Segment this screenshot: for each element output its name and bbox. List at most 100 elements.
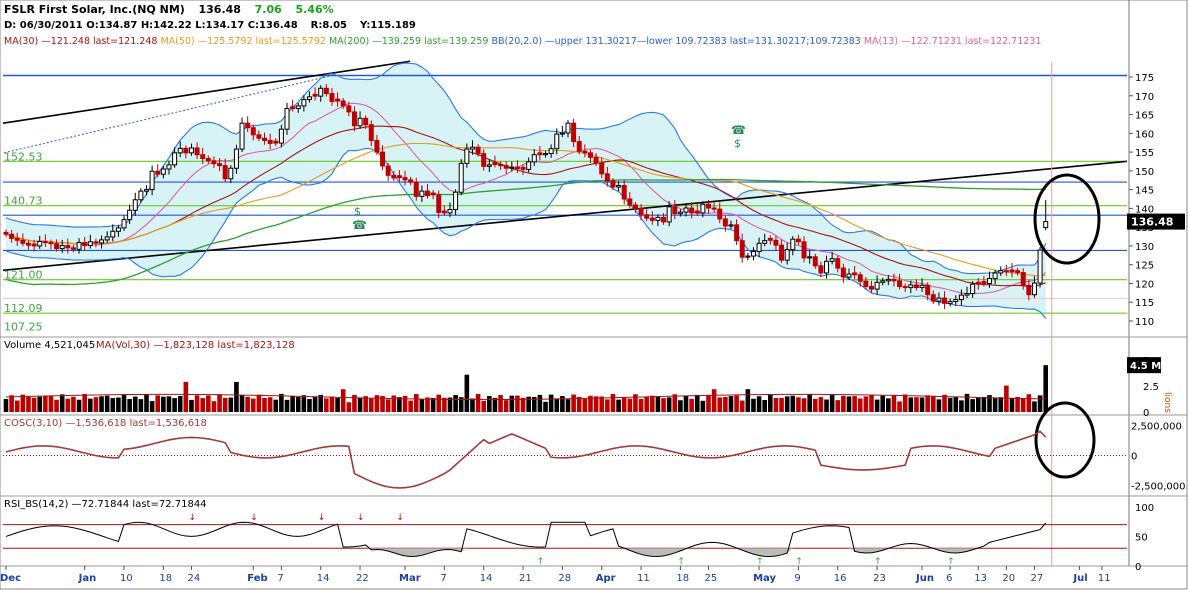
- legend-ma50: MA(50) —125.5792 last=125.5792: [160, 36, 326, 47]
- price-axis-label: 160: [1135, 129, 1154, 140]
- candle-body: [430, 192, 436, 196]
- candle-body: [194, 147, 200, 156]
- candle-body: [1015, 270, 1021, 274]
- volume-bar: [520, 397, 526, 412]
- candle-body: [868, 285, 874, 290]
- candle-body: [610, 180, 616, 188]
- candle-body: [3, 231, 9, 235]
- candle-body: [65, 245, 71, 249]
- volume-bar: [655, 396, 661, 412]
- price-change-percent: 5.46%: [295, 3, 334, 16]
- volume-bar: [863, 396, 869, 412]
- volume-bar: [312, 396, 318, 412]
- candle-body: [812, 256, 818, 267]
- volume-bar: [610, 394, 616, 412]
- volume-bar: [661, 398, 666, 412]
- volume-bar: [650, 395, 655, 412]
- volume-bar: [498, 394, 503, 412]
- volume-bar: [745, 389, 751, 412]
- rsi-buy-arrow: ↑: [677, 557, 685, 567]
- candle-body: [37, 240, 43, 247]
- volume-bar: [470, 398, 475, 412]
- dollar-marker: $: [354, 205, 361, 218]
- candle-body: [683, 207, 689, 213]
- candle-body: [706, 203, 711, 209]
- volume-bar: [442, 397, 447, 412]
- candle-body: [694, 210, 700, 214]
- volume-bar: [245, 396, 250, 412]
- volume-bar: [751, 398, 756, 412]
- volume-bar: [492, 397, 498, 412]
- candle-body: [59, 245, 65, 250]
- date-axis-label: 16: [834, 573, 847, 584]
- volume-bar: [571, 394, 576, 412]
- volume-bar: [273, 399, 279, 412]
- legend-ma30: MA(30) —121.248 last=121.248: [4, 36, 158, 47]
- ohlc-open: O:134.87: [86, 20, 138, 31]
- volume-bar: [26, 396, 31, 412]
- cosc-line: [5, 430, 1047, 489]
- cosc-axis-label: -2,500,000: [1131, 482, 1186, 493]
- volume-bar: [953, 396, 959, 412]
- candle-body: [891, 278, 897, 282]
- candle-body: [306, 96, 312, 101]
- candle-body: [329, 93, 335, 102]
- rsi-buy-arrow: ↑: [795, 557, 803, 567]
- date-axis-label: 7: [440, 573, 446, 584]
- volume-bar: [279, 393, 284, 412]
- volume-bar: [1043, 365, 1048, 412]
- date-axis-label: 11: [1098, 573, 1111, 584]
- volume-bar: [234, 381, 239, 412]
- volume-bar: [335, 398, 340, 412]
- date-axis-label: 22: [356, 573, 369, 584]
- candle-body: [773, 239, 779, 246]
- volume-bar: [897, 401, 902, 412]
- date-axis-label: 23: [873, 573, 886, 584]
- date-axis-label: 28: [558, 573, 571, 584]
- cosc-axis-label: 2,500,000: [1131, 421, 1182, 432]
- bollinger-upper-line: [5, 62, 1047, 275]
- date-axis-label: Jan: [78, 573, 97, 584]
- volume-bar: [1037, 395, 1043, 412]
- candle-body: [717, 208, 723, 220]
- highlight-circle: [1033, 173, 1101, 265]
- rsi-title: RSI_BS(14,2) —72.71844 last=72.71844: [4, 499, 207, 510]
- candle-body: [262, 137, 268, 141]
- volume-bar: [374, 395, 380, 412]
- candle-body: [958, 294, 964, 301]
- candle-body: [228, 167, 234, 180]
- volume-bar: [138, 399, 144, 412]
- volume-bar: [925, 395, 930, 412]
- volume-bar: [683, 395, 689, 412]
- price-axis-label: 140: [1135, 204, 1154, 215]
- volume-bar: [329, 396, 335, 412]
- volume-bar: [37, 396, 43, 412]
- chart-title: FSLR First Solar, Inc.(NQ NM) 136.48 7.0…: [4, 3, 334, 16]
- volume-bar: [998, 397, 1004, 412]
- volume-bar: [537, 394, 543, 412]
- volume-bar: [807, 394, 812, 412]
- candle-body: [222, 165, 228, 180]
- legend-ma13: MA(13) —122.71231 last=122.71231: [863, 36, 1042, 47]
- candle-body: [290, 106, 296, 110]
- volume-bar: [99, 396, 104, 412]
- volume-bar: [678, 400, 683, 412]
- volume-bar: [76, 399, 82, 412]
- candle-body: [874, 281, 880, 290]
- rsi-oversold-fill: [6, 548, 1046, 557]
- volume-bar: [402, 395, 408, 412]
- volume-bar: [666, 397, 672, 412]
- volume-bar: [1015, 396, 1020, 412]
- volume-bar: [548, 394, 554, 412]
- volume-bar: [554, 398, 560, 412]
- candle-body: [121, 219, 127, 229]
- candle-body: [1037, 249, 1043, 284]
- candle-body: [104, 236, 110, 241]
- candle-body: [666, 206, 672, 223]
- legend-ma200: MA(200) —139.259 last=139.259: [328, 36, 489, 47]
- candle-body: [930, 294, 936, 302]
- rsi-axis-label: 50: [1135, 532, 1148, 543]
- candle-body: [1031, 282, 1037, 296]
- volume-bar: [588, 395, 593, 412]
- volume-bar: [222, 397, 228, 412]
